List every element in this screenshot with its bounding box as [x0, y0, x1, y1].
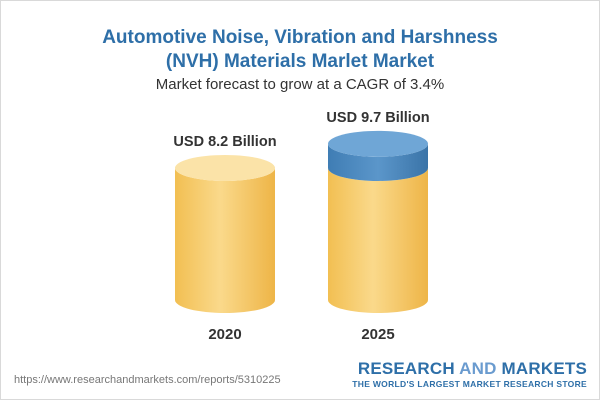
brand-tagline: THE WORLD'S LARGEST MARKET RESEARCH STOR… [352, 379, 587, 389]
value-label-2020: USD 8.2 Billion [173, 134, 276, 150]
source-url: https://www.researchandmarkets.com/repor… [14, 374, 281, 386]
chart-title: Automotive Noise, Vibration and Harshnes… [0, 26, 600, 74]
brand-name-part2: AND [459, 359, 497, 378]
category-label-2025: 2025 [361, 326, 394, 343]
chart-title-line1: Automotive Noise, Vibration and Harshnes… [102, 27, 498, 48]
brand-name-part3: MARKETS [501, 359, 587, 378]
chart-subtitle: Market forecast to grow at a CAGR of 3.4… [155, 76, 445, 93]
category-label-2020: 2020 [208, 326, 241, 343]
bar-growth-2025 [328, 143, 428, 181]
bar-base-2025 [328, 167, 428, 313]
value-label-2025: USD 9.7 Billion [326, 110, 429, 126]
bar-top-2020 [175, 154, 275, 181]
chart-title-line2: (NVH) Materials Marlet Market [165, 51, 435, 72]
brand-name-part1: RESEARCH [357, 359, 455, 378]
bar-2020 [175, 167, 275, 313]
brand-logo: RESEARCH AND MARKETS THE WORLD'S LARGEST… [352, 359, 587, 389]
bar-top-2025 [328, 130, 428, 157]
brand-name: RESEARCH AND MARKETS [352, 359, 587, 379]
